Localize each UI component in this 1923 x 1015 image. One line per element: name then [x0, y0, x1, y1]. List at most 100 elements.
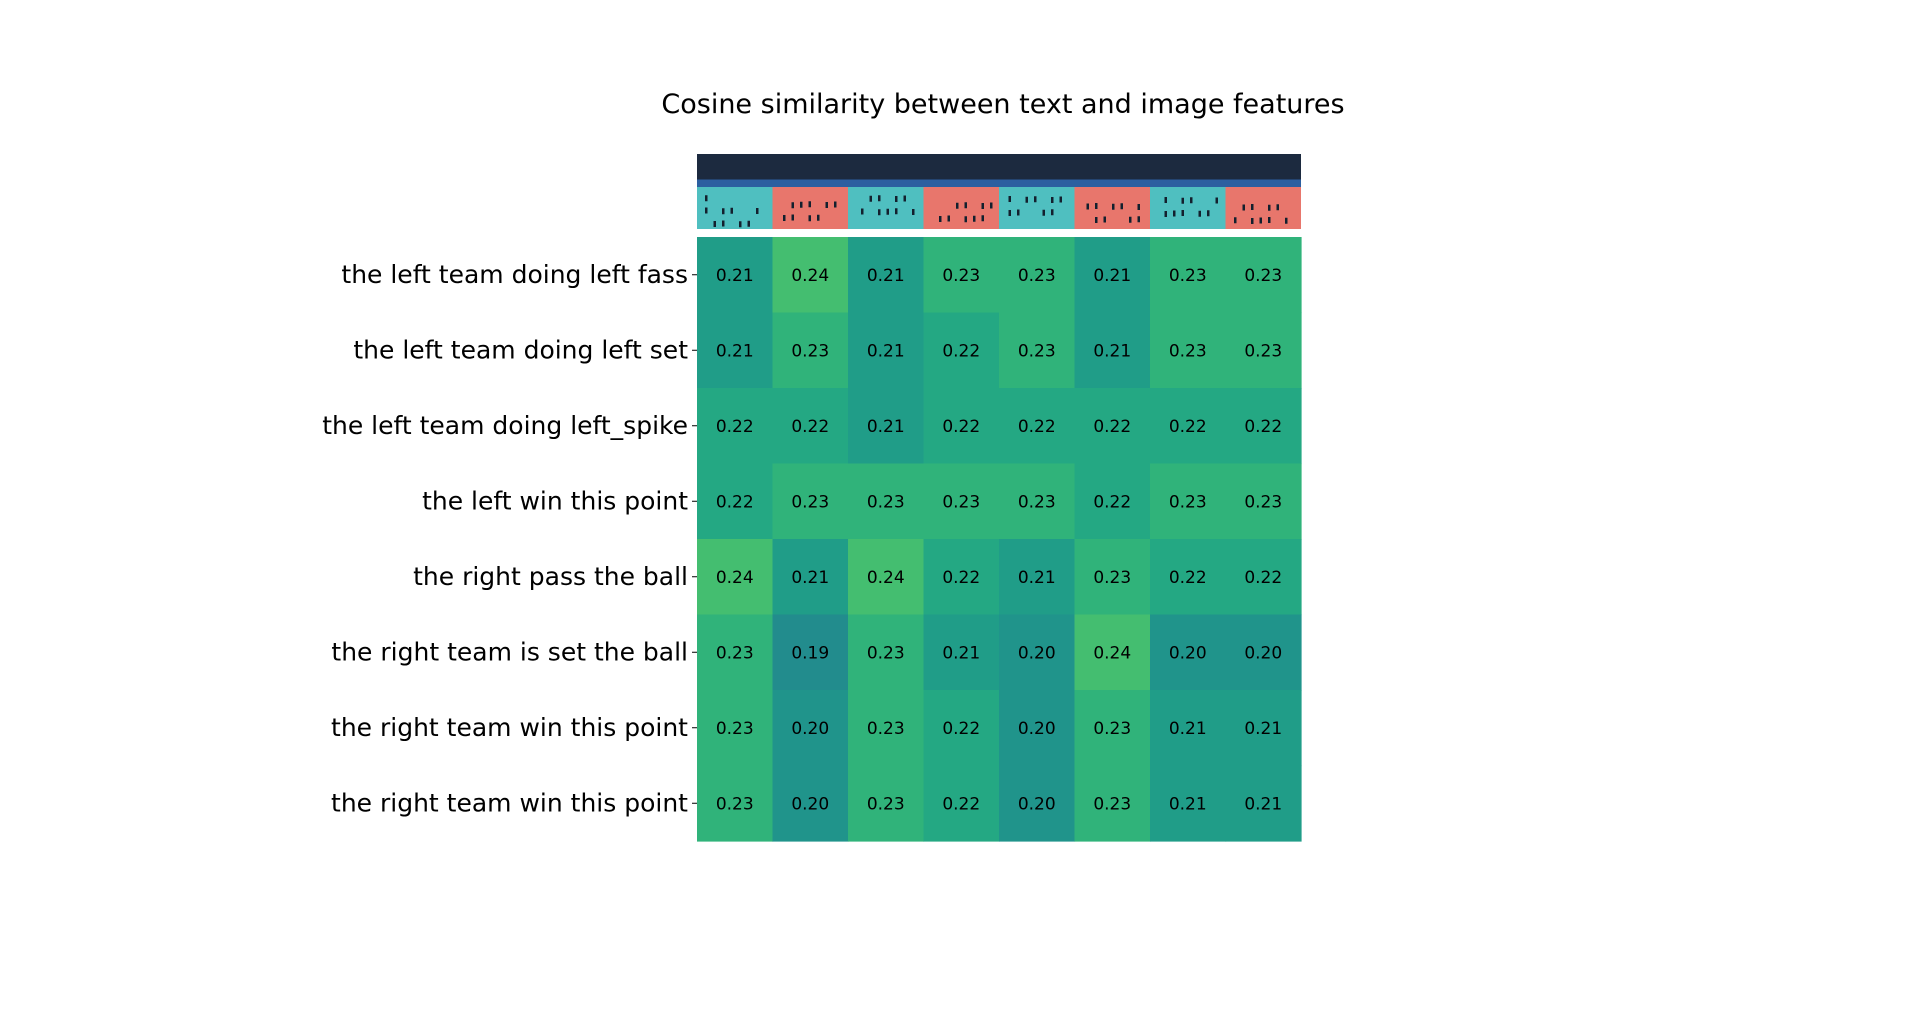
thumbnail-player [1095, 203, 1098, 209]
cell-value-label: 0.22 [1093, 492, 1131, 512]
cell-value-label: 0.20 [1018, 719, 1056, 739]
thumbnail-player [825, 202, 828, 208]
cell-value-label: 0.23 [1018, 266, 1056, 286]
thumbnail-player [1059, 196, 1062, 203]
cell-value-label: 0.23 [1093, 568, 1131, 588]
cell-value-label: 0.23 [1093, 719, 1131, 739]
heatmap-cell [772, 388, 849, 465]
thumbnail-player [895, 196, 898, 202]
heatmap-cell [1074, 690, 1151, 767]
thumbnail-player [705, 195, 708, 202]
heatmap-cell [848, 690, 925, 767]
cell-value-label: 0.21 [1244, 794, 1282, 814]
cell-value-label: 0.19 [791, 643, 829, 663]
thumbnail-player [808, 215, 811, 222]
heatmap-cell [848, 463, 925, 540]
cell-value-label: 0.20 [791, 794, 829, 814]
thumbnail-banner [999, 179, 1075, 187]
heatmap-cell [1225, 312, 1302, 389]
heatmap-cell [999, 690, 1076, 767]
cell-value-label: 0.23 [1169, 492, 1207, 512]
thumbnail-banner [1225, 179, 1301, 187]
cell-value-label: 0.23 [867, 794, 905, 814]
thumbnail-player [1259, 217, 1262, 224]
heatmap-cell [848, 388, 925, 465]
cell-value-label: 0.21 [867, 341, 905, 361]
heatmap-cell [697, 614, 774, 691]
thumbnail-player [1164, 211, 1167, 217]
thumbnail-player [964, 216, 967, 223]
heatmap-cell [923, 312, 1000, 389]
heatmap-cell [999, 312, 1076, 389]
heatmap-cell [772, 312, 849, 389]
thumbnail-player [964, 202, 967, 209]
row-label: the left win this point [422, 486, 688, 515]
heatmap-cell [1074, 312, 1151, 389]
thumbnail-player [1137, 204, 1140, 210]
thumbnail-player [981, 215, 984, 222]
thumbnail-player [1051, 197, 1054, 203]
row-label: the left team doing left set [353, 335, 688, 364]
cell-value-label: 0.23 [867, 719, 905, 739]
thumbnail-player [791, 202, 794, 209]
cell-value-label: 0.24 [791, 266, 829, 286]
thumbnail-player [713, 221, 716, 227]
thumbnail-player [1207, 210, 1210, 217]
cell-value-label: 0.22 [1244, 417, 1282, 437]
cell-value-label: 0.22 [942, 568, 980, 588]
heatmap-cell [1225, 463, 1302, 540]
cell-value-label: 0.24 [1093, 643, 1131, 663]
image-thumbnail [1150, 154, 1226, 229]
heatmap-cell [1074, 614, 1151, 691]
thumbnail-player [1181, 197, 1184, 204]
heatmap-cell [1074, 765, 1151, 842]
thumbnail-player [1008, 210, 1011, 216]
cell-value-label: 0.22 [1018, 417, 1056, 437]
heatmap-cell [697, 388, 774, 465]
thumbnail-player [1137, 216, 1140, 223]
cell-value-label: 0.23 [791, 492, 829, 512]
cell-value-label: 0.23 [1018, 492, 1056, 512]
cell-value-label: 0.23 [942, 266, 980, 286]
thumbnail-player [1129, 216, 1132, 223]
thumbnail-player [722, 208, 725, 215]
cell-value-label: 0.21 [1093, 341, 1131, 361]
heatmap-cell [772, 614, 849, 691]
cell-value-label: 0.20 [791, 719, 829, 739]
thumbnail-player [1120, 203, 1123, 210]
thumbnail-player [747, 220, 750, 227]
thumbnail-banner [772, 179, 848, 187]
heatmap-cells: 0.21 0.24 0.21 0.23 0.23 0.21 0.23 0.23 0.21 0.23… [697, 237, 1302, 842]
cell-value-label: 0.23 [716, 643, 754, 663]
row-label: the right pass the ball [413, 562, 688, 591]
thumbnail-player [800, 201, 803, 208]
row-label: the left team doing left fass [341, 260, 688, 289]
heatmap-cell [772, 237, 849, 314]
heatmap-cell [1150, 463, 1227, 540]
chart-title: Cosine similarity between text and image… [661, 89, 1344, 120]
thumbnail-player [1190, 197, 1193, 204]
thumbnail-court [923, 185, 999, 229]
thumbnail-player [981, 203, 984, 209]
heatmap-cell [923, 690, 1000, 767]
cell-value-label: 0.23 [867, 492, 905, 512]
image-thumbnail [923, 154, 999, 229]
thumbnail-player [1234, 217, 1237, 224]
thumbnail-player [1008, 196, 1011, 202]
thumbnail-player [1017, 209, 1020, 216]
cell-value-label: 0.23 [942, 492, 980, 512]
heatmap-cell [923, 463, 1000, 540]
thumbnail-court [697, 185, 773, 229]
heatmap-cell [1150, 690, 1227, 767]
heatmap-cell [697, 765, 774, 842]
cell-value-label: 0.21 [1244, 719, 1282, 739]
thumbnail-player [903, 195, 906, 202]
cell-value-label: 0.20 [1169, 643, 1207, 663]
thumbnail-player [1025, 196, 1028, 203]
thumbnail-player [878, 209, 881, 216]
thumbnail-player [1086, 203, 1089, 210]
cell-value-label: 0.24 [867, 568, 905, 588]
thumbnail-court [1225, 185, 1301, 229]
cell-value-label: 0.22 [942, 417, 980, 437]
